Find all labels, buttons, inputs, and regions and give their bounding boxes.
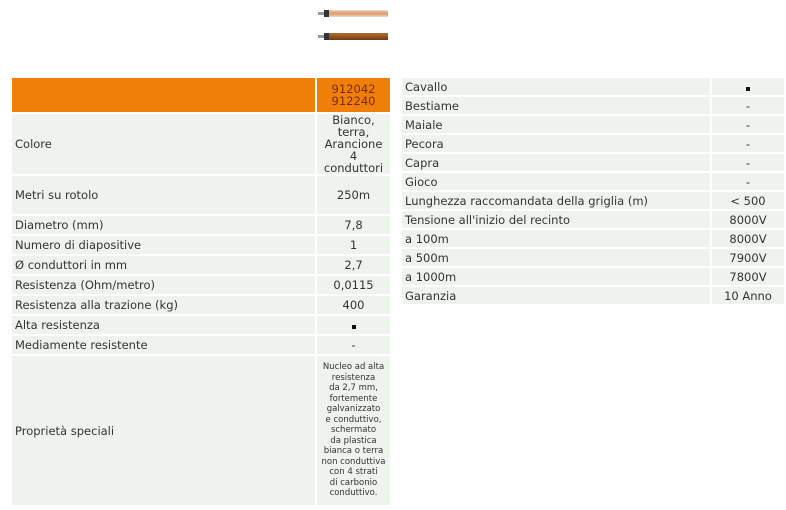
spec-row: Colore Bianco, terra, Arancione 4 condutt… [10,112,392,176]
spec-value: 10 Anno [710,285,786,306]
spec-label: Alta resistenza [10,314,317,336]
spec-row: Resistenza alla trazione (kg) 400 [10,294,392,316]
spec-row: Tensione all'inizio del recinto 8000V [400,209,786,230]
spec-label: a 500m [400,247,712,268]
spec-label: Pecora [400,133,712,154]
spec-row: Lunghezza raccomandata della griglia (m)… [400,190,786,211]
spec-label: Ø conduttori in mm [10,254,317,276]
spec-row: Alta resistenza [10,314,392,336]
spec-value: - [315,334,392,356]
spec-row: Proprietà speciali Nucleo ad alta resiste… [10,354,392,507]
spec-label: Capra [400,152,712,173]
spec-value: Nucleo ad alta resistenza da 2,7 mm, for… [315,354,392,507]
spec-value: < 500 [710,190,786,211]
spec-row: Metri su rotolo 250m [10,174,392,216]
spec-row: Pecora - [400,133,786,154]
spec-row: a 1000m 7800V [400,266,786,287]
spec-label: Metri su rotolo [10,174,317,216]
spec-label: Cavallo [400,76,712,97]
spec-value: 400 [315,294,392,316]
cable-image-brown [318,33,388,40]
spec-row: Numero di diapositive 1 [10,234,392,256]
spec-value: 8000V [710,228,786,249]
spec-row: Mediamente resistente - [10,334,392,356]
spec-label: Colore [10,112,317,176]
spec-row: Maiale - [400,114,786,135]
spec-value: 7800V [710,266,786,287]
spec-label: Garanzia [400,285,712,306]
spec-label: Gioco [400,171,712,192]
spec-value [315,314,392,336]
spec-value: 1 [315,234,392,256]
animal-performance-table: Cavallo Bestiame - Maiale - Pecora - Capra - Gioc… [400,76,786,306]
spec-row: a 500m 7900V [400,247,786,268]
spec-label: Maiale [400,114,712,135]
spec-value: Bianco, terra, Arancione 4 conduttori [315,112,392,176]
spec-row: Diametro (mm) 7,8 [10,214,392,236]
spec-row: Resistenza (Ohm/metro) 0,0115 [10,274,392,296]
spec-value: 2,7 [315,254,392,276]
spec-value: 250m [315,174,392,216]
spec-label: Resistenza alla trazione (kg) [10,294,317,316]
spec-row: Gioco - [400,171,786,192]
spec-row: Bestiame - [400,95,786,116]
spec-value: 7,8 [315,214,392,236]
spec-value: 0,0115 [315,274,392,296]
spec-value: 8000V [710,209,786,230]
spec-label: Lunghezza raccomandata della griglia (m) [400,190,712,211]
spec-label: Mediamente resistente [10,334,317,356]
header-blank [10,76,317,114]
spec-value: 7900V [710,247,786,268]
spec-label: a 1000m [400,266,712,287]
product-codes: 912042 912240 [315,76,392,114]
spec-row: Ø conduttori in mm 2,7 [10,254,392,276]
spec-row: Capra - [400,152,786,173]
spec-label: Diametro (mm) [10,214,317,236]
spec-row: Cavallo [400,76,786,97]
spec-value: - [710,114,786,135]
spec-value: - [710,152,786,173]
spec-value: - [710,95,786,116]
spec-label: Tensione all'inizio del recinto [400,209,712,230]
spec-row: Garanzia 10 Anno [400,285,786,306]
spec-label: Bestiame [400,95,712,116]
spec-label: a 100m [400,228,712,249]
product-spec-table: 912042 912240 Colore Bianco, terra, Aranci… [10,76,392,507]
spec-label: Numero di diapositive [10,234,317,256]
spec-value [710,76,786,97]
spec-value: - [710,133,786,154]
cable-image-white [318,10,388,17]
spec-label: Proprietà speciali [10,354,317,507]
header-row: 912042 912240 [10,76,392,114]
check-marker [351,325,356,329]
spec-row: a 100m 8000V [400,228,786,249]
spec-label: Resistenza (Ohm/metro) [10,274,317,296]
check-marker [746,86,750,91]
spec-value: - [710,171,786,192]
